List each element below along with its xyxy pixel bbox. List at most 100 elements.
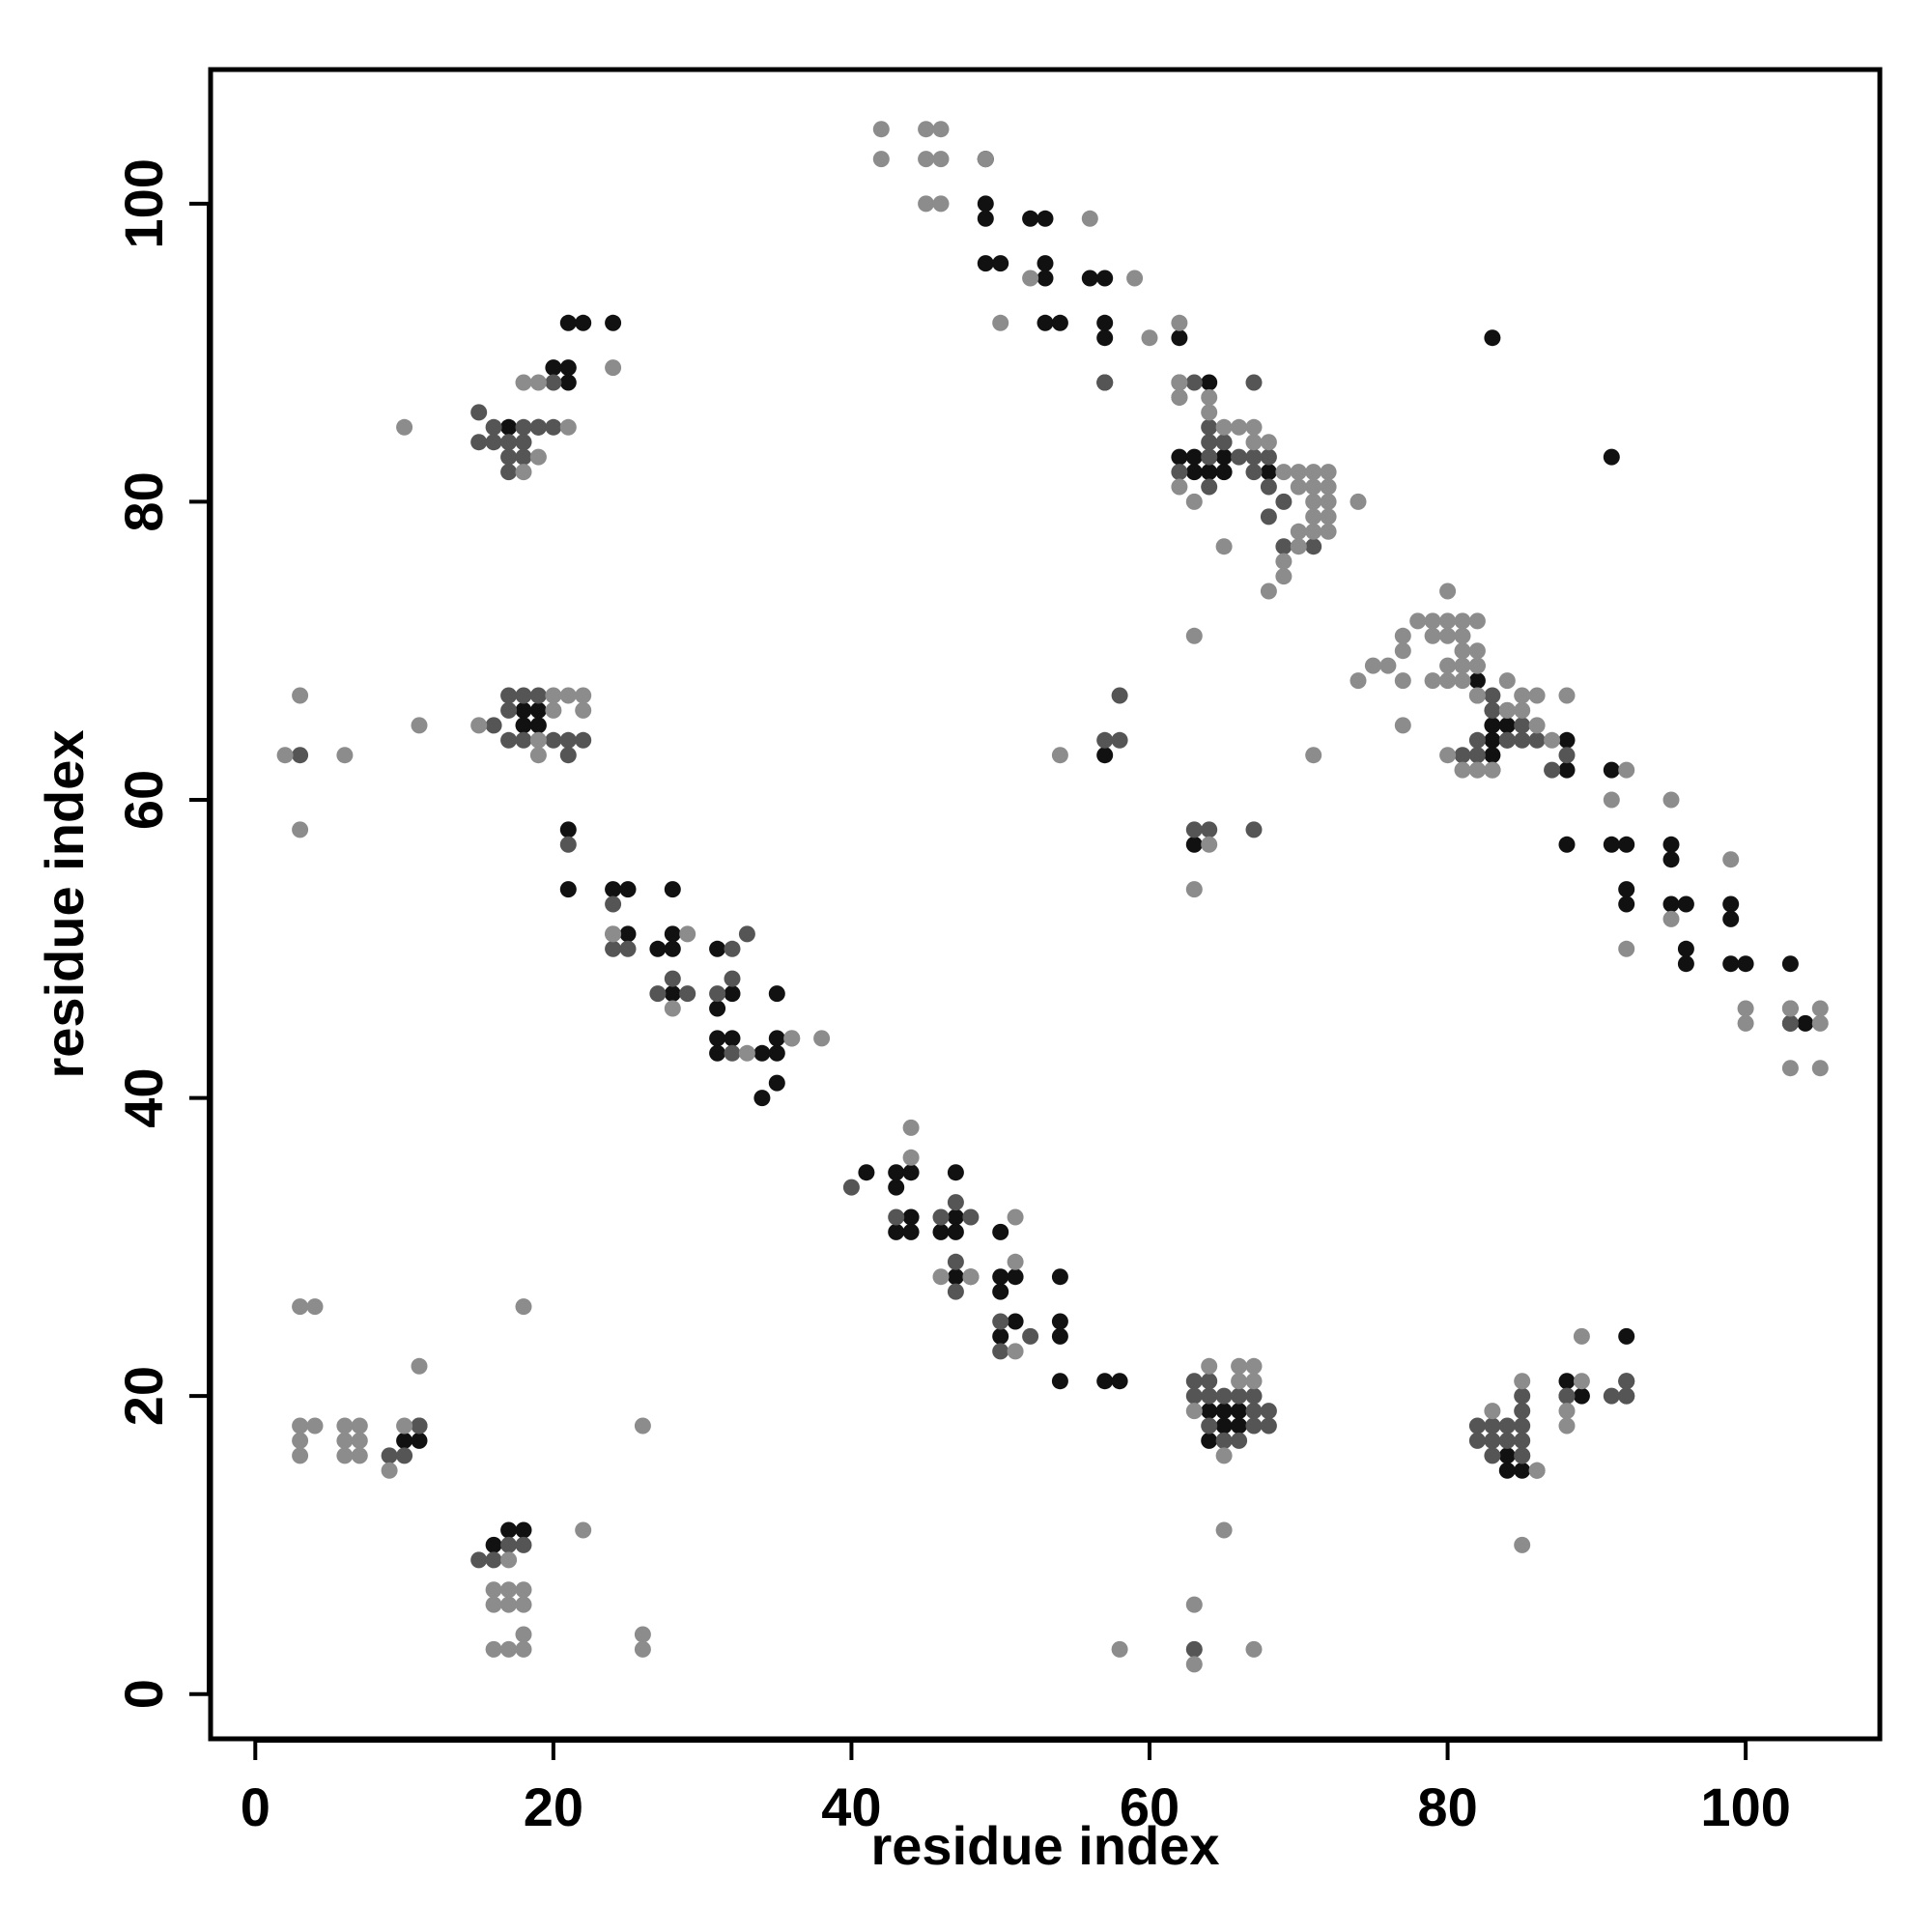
data-point [1245,1373,1263,1390]
data-point [515,1298,532,1316]
data-point [1468,657,1486,674]
data-point [1439,747,1457,764]
data-point [1379,657,1397,674]
data-point [1215,538,1233,555]
data-point [411,1417,428,1435]
data-point [1424,612,1441,630]
data-point [664,970,681,987]
data-point [559,374,577,391]
data-point [500,464,518,481]
data-point [1514,1387,1531,1405]
data-point [1454,612,1471,630]
data-point [1215,448,1233,466]
data-point [500,1596,518,1613]
data-point [1677,940,1694,957]
data-point [1051,1327,1068,1345]
data-point [470,434,488,451]
data-point [1618,895,1635,913]
data-point [1498,672,1516,690]
data-point [336,1417,354,1435]
data-point [575,687,592,704]
data-point [1409,612,1427,630]
data-point [1514,717,1531,734]
data-point [1439,672,1457,690]
data-point [1185,821,1203,838]
data-point [1245,1403,1263,1420]
data-point [664,940,681,957]
data-point [918,121,935,138]
data-point [1544,761,1561,779]
data-point [381,1447,398,1464]
data-point [1022,1327,1039,1345]
data-point [1305,478,1322,496]
data-point [1394,672,1411,690]
data-point [1484,329,1501,347]
data-point [1781,1014,1799,1032]
data-point [932,1268,950,1286]
data-point [932,151,950,168]
data-point [1171,374,1188,391]
data-point [396,1417,413,1435]
data-point [768,1074,785,1092]
data-point [545,731,562,749]
data-point [1022,270,1039,287]
data-point [1394,627,1411,644]
data-point [1528,1462,1546,1479]
data-point [709,940,726,957]
data-point [977,210,994,227]
data-point [902,1164,920,1181]
data-point [1215,1387,1233,1405]
data-point [515,374,532,391]
data-point [1260,478,1277,496]
data-point [1245,374,1263,391]
data-point [1260,1417,1277,1435]
data-point [1573,1373,1590,1390]
data-point [1722,955,1740,973]
data-point [947,1283,964,1300]
data-point [500,418,518,436]
data-point [1454,747,1471,764]
data-point [529,418,547,436]
data-point [1185,1596,1203,1613]
data-point [1468,1432,1486,1449]
data-point [396,1432,413,1449]
y-tick-label: 100 [113,158,174,248]
data-point [1185,836,1203,853]
data-point [351,1432,368,1449]
data-point [1007,1343,1024,1360]
data-point [709,1030,726,1047]
data-point [1484,717,1501,734]
data-point [1037,270,1054,287]
data-point [292,1432,309,1449]
data-point [1260,464,1277,481]
data-point [1305,538,1322,555]
data-point [1096,314,1114,331]
data-point [768,985,785,1003]
data-point [1305,508,1322,526]
data-point [515,434,532,451]
data-point [947,1164,964,1181]
y-tick-label: 80 [113,471,174,531]
data-point [529,717,547,734]
data-point [1528,717,1546,734]
data-point [1201,374,1218,391]
data-point [292,747,309,764]
data-point [1231,1432,1248,1449]
data-point [500,434,518,451]
data-point [500,1536,518,1553]
data-point [1484,761,1501,779]
data-point [485,1640,502,1658]
data-point [1201,478,1218,496]
data-point [1424,627,1441,644]
data-point [500,1640,518,1658]
data-point [932,1208,950,1226]
data-point [1558,687,1576,704]
data-point [1468,642,1486,660]
data-point [470,404,488,421]
data-point [559,731,577,749]
data-point [1603,448,1620,466]
data-point [1096,731,1114,749]
data-point [306,1417,324,1435]
data-point [1514,1403,1531,1420]
